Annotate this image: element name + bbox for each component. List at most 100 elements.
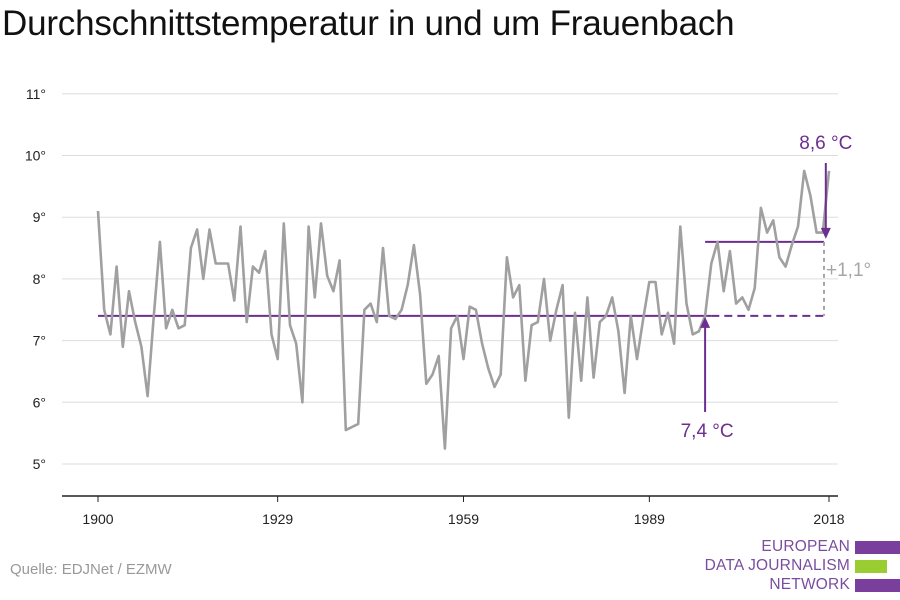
data-point-1922 <box>233 299 236 302</box>
data-point-2012 <box>791 244 794 247</box>
temperature-line <box>96 169 831 450</box>
data-point-1990 <box>654 281 657 284</box>
y-tick-label-8: 8° <box>33 271 46 287</box>
data-point-1950 <box>406 284 409 287</box>
data-point-2006 <box>753 287 756 290</box>
data-point-1951 <box>413 244 416 247</box>
data-point-1942 <box>357 423 360 426</box>
data-point-2013 <box>797 225 800 228</box>
data-point-1976 <box>568 416 571 419</box>
data-point-1999 <box>710 262 713 265</box>
data-point-1973 <box>549 339 552 342</box>
y-tick-label-7: 7° <box>33 333 46 349</box>
data-point-1909 <box>153 315 156 318</box>
data-point-1907 <box>140 346 143 349</box>
logo-line-1: EUROPEAN <box>761 538 850 555</box>
data-point-1985 <box>623 392 626 395</box>
data-point-1945 <box>376 321 379 324</box>
data-point-1912 <box>171 309 174 312</box>
data-point-1983 <box>611 296 614 299</box>
data-point-1959 <box>462 358 465 361</box>
data-point-1970 <box>530 324 533 327</box>
data-point-1991 <box>660 333 663 336</box>
data-point-1948 <box>394 318 397 321</box>
data-point-1902 <box>109 333 112 336</box>
data-point-1943 <box>363 309 366 312</box>
data-point-1957 <box>450 327 453 330</box>
data-point-1978 <box>580 379 583 382</box>
y-tick-label-6: 6° <box>33 394 46 410</box>
data-point-1901 <box>103 309 106 312</box>
data-point-1969 <box>524 379 527 382</box>
data-point-1900 <box>97 210 100 213</box>
data-point-1982 <box>605 315 608 318</box>
data-point-2007 <box>760 207 763 210</box>
data-point-1915 <box>190 247 193 250</box>
x-tick-label-2018: 2018 <box>813 511 844 527</box>
data-point-1954 <box>431 373 434 376</box>
y-tick-label-5: 5° <box>33 456 46 472</box>
data-point-1981 <box>599 321 602 324</box>
x-tick-label-1929: 1929 <box>262 511 293 527</box>
data-point-1992 <box>667 312 670 315</box>
data-point-2011 <box>784 265 787 268</box>
data-point-1929 <box>276 358 279 361</box>
data-point-2009 <box>772 219 775 222</box>
data-point-1988 <box>642 318 645 321</box>
data-point-1987 <box>636 358 639 361</box>
x-tick-label-1959: 1959 <box>448 511 479 527</box>
reference-lines <box>98 240 825 317</box>
x-tick-labels: 1900 1929 1959 1989 2018 <box>82 511 844 527</box>
data-point-2003 <box>735 302 738 305</box>
data-point-2004 <box>741 296 744 299</box>
data-point-1947 <box>388 315 391 318</box>
y-tick-label-9: 9° <box>33 209 46 225</box>
data-point-2000 <box>716 241 719 244</box>
data-point-1925 <box>252 265 255 268</box>
data-point-1979 <box>586 296 589 299</box>
data-point-1972 <box>543 278 546 281</box>
data-point-1931 <box>289 324 292 327</box>
data-point-1984 <box>617 330 620 333</box>
data-point-1908 <box>146 395 149 398</box>
baseline-arrow-head <box>700 316 711 328</box>
data-point-1974 <box>555 309 558 312</box>
data-point-1958 <box>456 315 459 318</box>
data-point-1996 <box>691 333 694 336</box>
data-point-1955 <box>437 355 440 358</box>
data-point-1935 <box>314 296 317 299</box>
logo-bar-purple-top <box>855 541 900 554</box>
chart-title: Durchschnittstemperatur in und um Frauen… <box>2 4 735 43</box>
data-point-1962 <box>481 342 484 345</box>
logo-line-2: DATA JOURNALISM <box>704 557 850 574</box>
data-point-1914 <box>183 324 186 327</box>
data-point-1952 <box>419 293 422 296</box>
y-tick-label-11: 11° <box>26 86 46 102</box>
data-point-2010 <box>778 256 781 259</box>
data-point-1933 <box>301 401 304 404</box>
data-point-2005 <box>747 309 750 312</box>
data-point-1966 <box>506 256 509 259</box>
data-point-1924 <box>245 321 248 324</box>
data-point-1921 <box>227 262 230 265</box>
data-point-1975 <box>561 284 564 287</box>
y-tick-labels: 5° 6° 7° 8° 9° 10° 11° <box>25 86 46 472</box>
data-point-1971 <box>537 321 540 324</box>
data-point-1986 <box>630 315 633 318</box>
source-note: Quelle: EDJNet / EZMW <box>10 561 172 578</box>
data-point-1961 <box>475 309 478 312</box>
data-point-1932 <box>295 342 298 345</box>
data-point-1965 <box>499 373 502 376</box>
data-point-1930 <box>283 222 286 225</box>
data-point-1994 <box>679 225 682 228</box>
logo-line-3: NETWORK <box>769 576 850 593</box>
data-point-1989 <box>648 281 651 284</box>
data-point-1946 <box>382 247 385 250</box>
data-point-1980 <box>592 376 595 379</box>
annotations: 7,4 °C 8,6 °C +1,1° <box>681 133 872 442</box>
data-point-1944 <box>369 302 372 305</box>
data-point-1941 <box>351 426 354 429</box>
data-point-1956 <box>444 447 447 450</box>
recent-label: 8,6 °C <box>799 133 852 154</box>
